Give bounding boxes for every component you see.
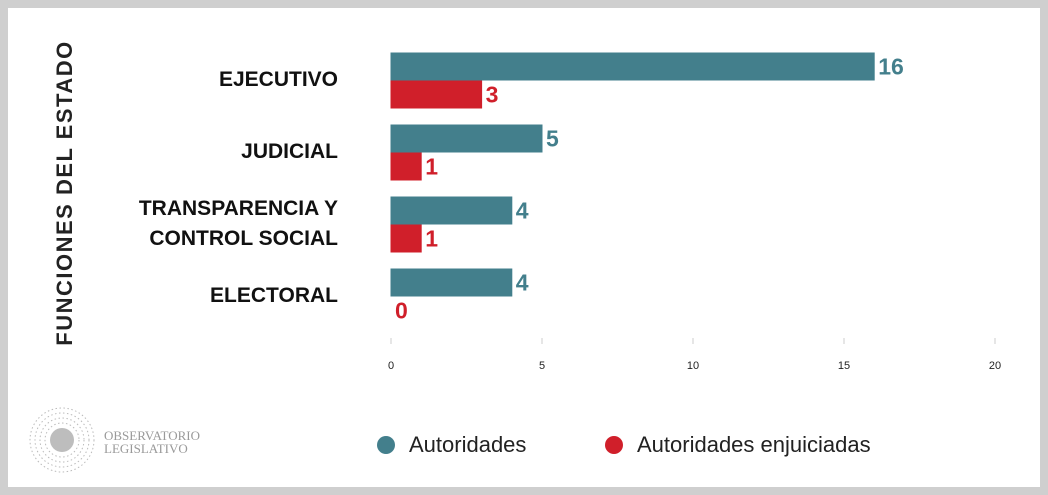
logo-text: LEGISLATIVO <box>104 441 188 456</box>
legend-marker <box>377 436 395 454</box>
panel <box>8 8 1040 487</box>
x-tick-label: 15 <box>838 360 850 372</box>
bar <box>390 80 483 109</box>
category-label: ELECTORAL <box>210 284 338 307</box>
x-tick-label: 5 <box>539 360 545 372</box>
bar <box>390 196 513 225</box>
bar <box>390 224 422 253</box>
bar <box>390 268 513 297</box>
value-label: 0 <box>395 298 408 324</box>
x-tick-label: 0 <box>388 360 394 372</box>
category-label: EJECUTIVO <box>219 68 338 91</box>
value-label: 5 <box>546 126 559 152</box>
category-label: JUDICIAL <box>241 140 338 163</box>
legend-marker <box>605 436 623 454</box>
x-tick-label: 10 <box>687 360 699 372</box>
value-label: 3 <box>486 82 499 108</box>
bar <box>390 152 422 181</box>
bar <box>390 124 543 153</box>
x-tick-label: 20 <box>989 360 1001 372</box>
y-axis-label: FUNCIONES DEL ESTADO <box>52 40 77 345</box>
value-label: 1 <box>425 226 438 252</box>
value-label: 16 <box>878 54 904 80</box>
legend-label: Autoridades <box>409 432 526 457</box>
bar <box>390 52 875 81</box>
value-label: 4 <box>516 270 529 296</box>
value-label: 4 <box>516 198 529 224</box>
logo-icon <box>29 407 95 473</box>
category-label: TRANSPARENCIA Y CONTROL SOCIAL <box>139 197 338 250</box>
logo-text: OBSERVATORIO <box>104 428 200 443</box>
legend-label: Autoridades enjuiciadas <box>637 432 871 457</box>
value-label: 1 <box>425 154 438 180</box>
